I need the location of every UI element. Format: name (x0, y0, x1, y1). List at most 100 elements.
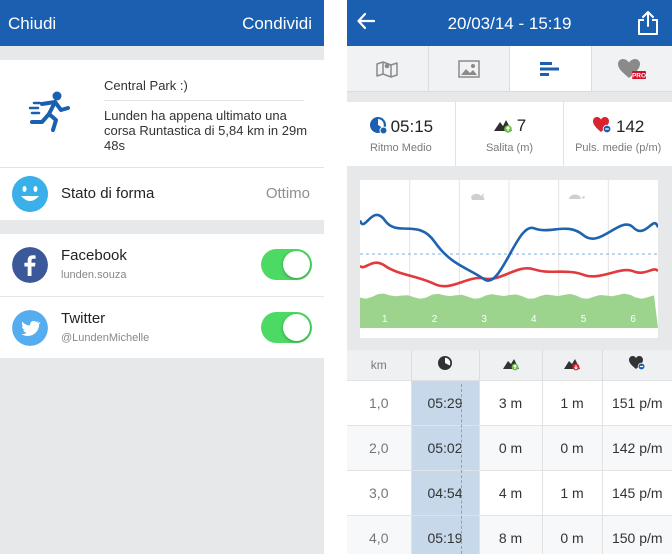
split-heart-rate: 145 p/m (602, 469, 672, 515)
split-heart-rate: 150 p/m (602, 514, 672, 554)
empty-area (0, 358, 324, 554)
detail-title: 20/03/14 - 15:19 (447, 14, 572, 33)
splits-header-row: km (347, 350, 672, 380)
share-icon[interactable] (636, 10, 660, 36)
split-ascent: 0 m (479, 424, 543, 470)
summary-stats: 05:15 Ritmo Medio 7 Salita (m) 142 Puls.… (347, 102, 672, 166)
x-tick-label: 2 (432, 314, 438, 325)
split-descent: 0 m (542, 514, 603, 554)
photo-icon (458, 59, 480, 78)
stat-ascent: 7 Salita (m) (456, 102, 565, 166)
tortoise-icon (569, 194, 585, 199)
splits-icon (540, 61, 560, 76)
close-button[interactable]: Chiudi (8, 14, 57, 33)
share-header: Chiudi Condividi (0, 0, 324, 46)
stat-ascent-value: 7 (516, 116, 527, 135)
spacer (347, 166, 672, 180)
activity-card: Central Park :) Lunden ha appena ultimat… (0, 60, 324, 168)
split-km: 2,0 (347, 424, 412, 470)
splits-table: km 1,0 0 (347, 350, 672, 554)
pace-heart-chart[interactable]: 1 2 3 4 5 6 (360, 180, 658, 338)
facebook-toggle[interactable] (261, 249, 312, 280)
descent-icon (564, 358, 580, 371)
tab-map[interactable] (347, 46, 429, 91)
stat-ascent-label: Salita (m) (485, 142, 534, 154)
stat-heart-rate: 142 Puls. medie (p/m) (564, 102, 672, 166)
chart-area: 1 2 3 4 5 6 (347, 180, 672, 350)
col-heart-rate (602, 350, 672, 380)
fitness-value: Ottimo (265, 185, 310, 202)
pace-icon (438, 356, 452, 371)
split-heart-rate: 151 p/m (602, 379, 672, 425)
col-descent (542, 350, 603, 380)
split-heart-rate: 142 p/m (602, 424, 672, 470)
split-ascent: 8 m (479, 514, 543, 554)
stat-heart-rate-value: 142 (615, 117, 645, 136)
pace-line (360, 213, 658, 282)
facebook-user: lunden.souza (61, 269, 127, 281)
split-descent: 1 m (542, 469, 603, 515)
split-descent: 0 m (542, 424, 603, 470)
split-row[interactable]: 1,0 05:29 3 m 1 m 151 p/m (347, 379, 672, 425)
smiley-icon (12, 176, 48, 212)
tab-heart-rate[interactable]: PRO (592, 46, 672, 91)
x-tick-label: 3 (481, 314, 487, 325)
heart-pro-icon: PRO (617, 58, 646, 79)
toggle-knob (283, 314, 310, 341)
split-ascent: 4 m (479, 469, 543, 515)
split-row[interactable]: 4,0 05:19 8 m 0 m 150 p/m (347, 514, 672, 554)
heart-rate-icon (592, 117, 612, 134)
ascent-icon (502, 358, 519, 371)
col-km: km (347, 350, 412, 380)
activity-message: Lunden ha appena ultimato una corsa Runt… (104, 108, 308, 153)
facebook-icon (12, 247, 48, 283)
runner-icon (28, 91, 70, 132)
fitness-label: Stato di forma (61, 185, 155, 202)
facebook-row: Facebook lunden.souza (0, 234, 324, 296)
heart-rate-icon (629, 356, 646, 371)
split-pace: 05:19 (411, 514, 480, 554)
split-descent: 1 m (542, 379, 603, 425)
activity-detail-screen: 20/03/14 - 15:19 PRO 05 (347, 0, 672, 554)
stat-pace-label: Ritmo Medio (369, 142, 432, 154)
split-km: 3,0 (347, 469, 412, 515)
tab-splits[interactable] (510, 46, 592, 91)
average-pace-marker (461, 384, 462, 554)
twitter-toggle[interactable] (261, 312, 312, 343)
x-tick-label: 1 (382, 314, 388, 325)
split-ascent: 3 m (479, 379, 543, 425)
fitness-row[interactable]: Stato di forma Ottimo (0, 168, 324, 220)
detail-header: 20/03/14 - 15:19 (347, 0, 672, 46)
twitter-name: Twitter (61, 310, 106, 327)
divider (104, 100, 304, 101)
split-pace: 05:02 (411, 424, 480, 470)
split-pace: 05:29 (411, 379, 480, 425)
split-row[interactable]: 2,0 05:02 0 m 0 m 142 p/m (347, 424, 672, 470)
share-button[interactable]: Condividi (242, 14, 312, 33)
spacer (347, 92, 672, 102)
tab-photos[interactable] (429, 46, 510, 91)
twitter-user: @LundenMichelle (61, 332, 150, 344)
split-row[interactable]: 3,0 04:54 4 m 1 m 145 p/m (347, 469, 672, 515)
activity-place: Central Park :) (104, 78, 188, 93)
stat-heart-rate-label: Puls. medie (p/m) (575, 142, 662, 154)
share-screen: Chiudi Condividi Central Park :) Lunden … (0, 0, 324, 554)
hare-icon (471, 193, 485, 200)
detail-tabs: PRO (347, 46, 672, 92)
twitter-row: Twitter @LundenMichelle (0, 296, 324, 358)
stat-pace: 05:15 Ritmo Medio (347, 102, 456, 166)
elevation-area (360, 293, 658, 328)
stat-pace-value: 05:15 (390, 117, 434, 136)
x-tick-label: 5 (581, 314, 587, 325)
ascent-icon (493, 120, 512, 133)
heart-rate-line (360, 261, 658, 288)
split-km: 4,0 (347, 514, 412, 554)
pace-icon (369, 117, 387, 134)
facebook-name: Facebook (61, 247, 127, 264)
spacer (0, 46, 324, 60)
col-pace (411, 350, 480, 380)
split-pace: 04:54 (411, 469, 480, 515)
back-arrow-icon[interactable] (357, 10, 376, 38)
x-tick-label: 4 (531, 314, 537, 325)
